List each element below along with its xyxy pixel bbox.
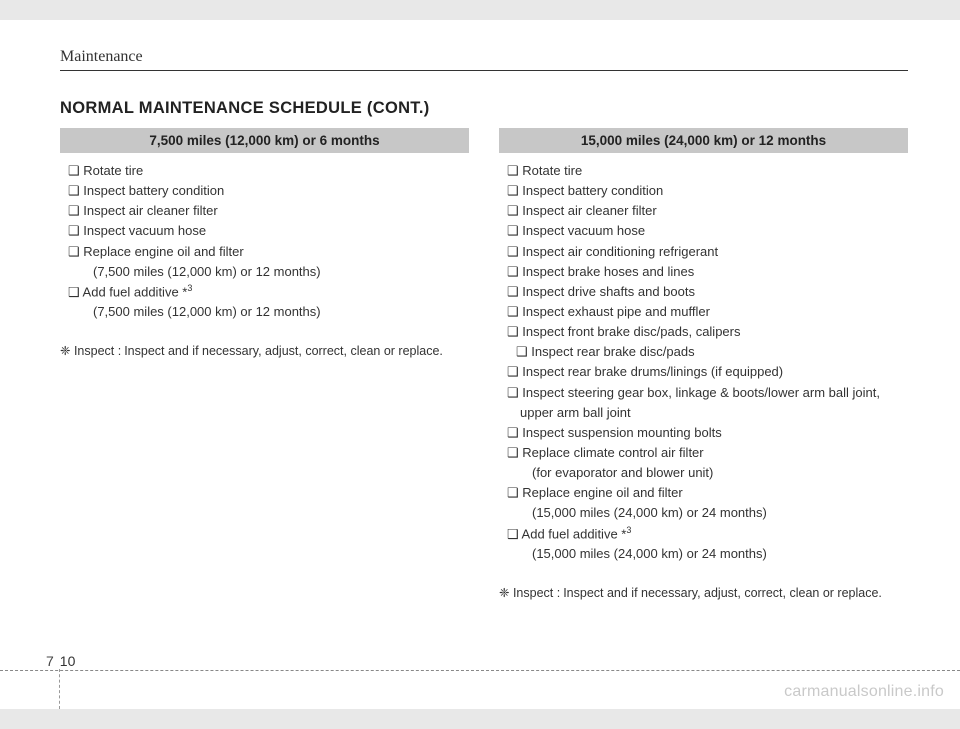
page-title: NORMAL MAINTENANCE SCHEDULE (CONT.): [60, 99, 908, 118]
list-item: ❑ Replace engine oil and filter: [68, 242, 461, 262]
page-number-value: 10: [60, 653, 76, 669]
superscript: 3: [187, 283, 192, 293]
right-footnote: ❈ Inspect : Inspect and if necessary, ad…: [499, 584, 908, 603]
footnote-label: ❈ Inspect :: [499, 584, 560, 603]
left-column: 7,500 miles (12,000 km) or 6 months ❑ Ro…: [60, 128, 469, 604]
page-number-divider: [59, 669, 60, 709]
list-item: ❑ Replace climate control air filter: [507, 443, 900, 463]
content-columns: 7,500 miles (12,000 km) or 6 months ❑ Ro…: [60, 128, 908, 604]
list-item-sub: (15,000 miles (24,000 km) or 24 months): [507, 544, 900, 564]
footnote-text: Inspect and if necessary, adjust, correc…: [560, 584, 908, 603]
list-item: ❑ Inspect exhaust pipe and muffler: [507, 302, 900, 322]
list-item: ❑ Inspect brake hoses and lines: [507, 262, 900, 282]
list-item: ❑ Inspect suspension mounting bolts: [507, 423, 900, 443]
list-item: ❑ Inspect air cleaner filter: [507, 201, 900, 221]
list-item: ❑ Inspect front brake disc/pads, caliper…: [507, 322, 900, 342]
list-item: ❑ Inspect air conditioning refrigerant: [507, 242, 900, 262]
list-item-sub: (7,500 miles (12,000 km) or 12 months): [68, 262, 461, 282]
list-item: ❑ Add fuel additive *3: [507, 524, 900, 544]
superscript: 3: [626, 525, 631, 535]
list-item: ❑ Inspect rear brake drums/linings (if e…: [507, 362, 900, 382]
page-header: Maintenance: [60, 48, 908, 71]
list-item: ❑ Inspect battery condition: [507, 181, 900, 201]
footnote-text: Inspect and if necessary, adjust, correc…: [121, 342, 469, 361]
list-item-sub: (7,500 miles (12,000 km) or 12 months): [68, 302, 461, 322]
list-item: ❑ Replace engine oil and filter: [507, 483, 900, 503]
list-item: ❑ Inspect steering gear box, linkage & b…: [507, 383, 900, 423]
right-box-header: 15,000 miles (24,000 km) or 12 months: [499, 128, 908, 153]
list-item: ❑ Inspect rear brake disc/pads: [507, 342, 900, 362]
list-item: ❑ Inspect vacuum hose: [68, 221, 461, 241]
manual-page: Maintenance NORMAL MAINTENANCE SCHEDULE …: [0, 20, 960, 709]
list-item: ❑ Inspect vacuum hose: [507, 221, 900, 241]
page-footer-rule: [0, 670, 960, 671]
list-item: ❑ Rotate tire: [68, 161, 461, 181]
list-item: ❑ Inspect drive shafts and boots: [507, 282, 900, 302]
list-item-sub: (15,000 miles (24,000 km) or 24 months): [507, 503, 900, 523]
left-box-header: 7,500 miles (12,000 km) or 6 months: [60, 128, 469, 153]
right-column: 15,000 miles (24,000 km) or 12 months ❑ …: [499, 128, 908, 604]
left-footnote: ❈ Inspect : Inspect and if necessary, ad…: [60, 342, 469, 361]
list-item-sub: (for evaporator and blower unit): [507, 463, 900, 483]
section-name: Maintenance: [60, 48, 908, 66]
right-box-body: ❑ Rotate tire❑ Inspect battery condition…: [499, 153, 908, 574]
footnote-label: ❈ Inspect :: [60, 342, 121, 361]
left-box-body: ❑ Rotate tire❑ Inspect battery condition…: [60, 153, 469, 332]
list-item: ❑ Inspect battery condition: [68, 181, 461, 201]
list-item: ❑ Add fuel additive *3: [68, 282, 461, 302]
list-item: ❑ Inspect air cleaner filter: [68, 201, 461, 221]
chapter-number: 7: [46, 653, 54, 669]
page-number: 7 10: [46, 653, 75, 669]
watermark: carmanualsonline.info: [784, 683, 944, 701]
list-item: ❑ Rotate tire: [507, 161, 900, 181]
